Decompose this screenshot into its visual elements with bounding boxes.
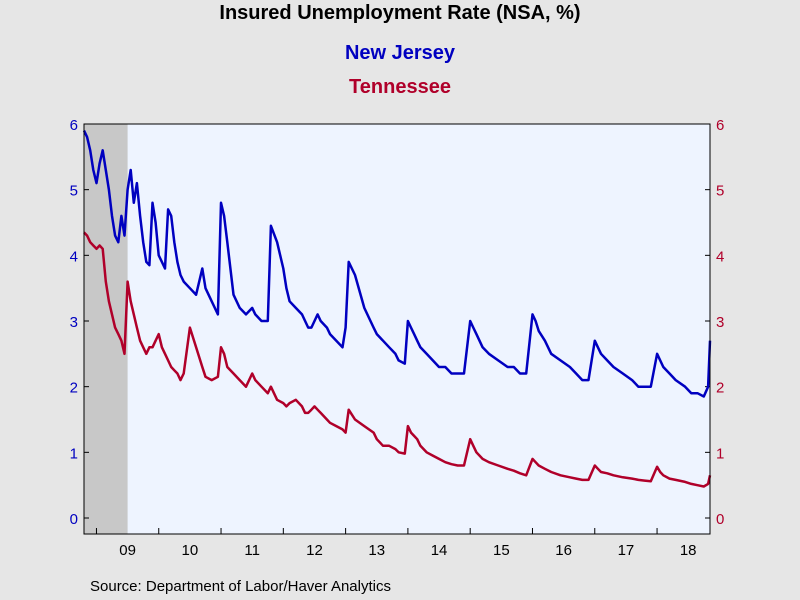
- recession-bar: [84, 124, 128, 534]
- y-tick-label-left: 6: [70, 117, 78, 134]
- y-tick-label-left: 4: [70, 248, 78, 265]
- plot-frame: [83, 123, 711, 535]
- series-line-new-jersey: [82, 130, 712, 398]
- y-tick-label-left: 5: [70, 183, 78, 200]
- x-tick-label: 11: [244, 542, 260, 559]
- recession-shading: [84, 124, 128, 534]
- chart-title: Insured Unemployment Rate (NSA, %): [219, 2, 581, 24]
- x-tick-label: 09: [119, 542, 136, 559]
- y-tick-label-left: 1: [70, 445, 78, 462]
- series-line-tennessee: [83, 231, 712, 488]
- legend-tennessee: Tennessee: [349, 76, 451, 98]
- source-note: Source: Department of Labor/Haver Analyt…: [90, 578, 391, 595]
- plot-background: [83, 123, 711, 535]
- x-tick-label: 10: [182, 542, 199, 559]
- y-tick-label-right: 0: [716, 511, 724, 528]
- y-tick-label-right: 2: [716, 380, 724, 397]
- x-tick-label: 18: [680, 542, 697, 559]
- y-tick-label-right: 5: [716, 183, 724, 200]
- y-tick-label-right: 3: [716, 314, 724, 331]
- x-tick-label: 14: [431, 542, 448, 559]
- x-tick-label: 12: [306, 542, 323, 559]
- y-tick-label-left: 3: [70, 314, 78, 331]
- legend-new-jersey: New Jersey: [344, 42, 456, 64]
- x-tick-label: 15: [493, 542, 510, 559]
- y-tick-label-left: 0: [70, 511, 78, 528]
- x-tick-label: 16: [555, 542, 572, 559]
- y-tick-label-left: 2: [70, 380, 78, 397]
- y-tick-label-right: 1: [716, 445, 724, 462]
- y-tick-label-right: 6: [716, 117, 724, 134]
- series-lines: [82, 130, 712, 488]
- y-tick-label-right: 4: [716, 248, 724, 265]
- x-tick-label: 13: [368, 542, 385, 559]
- x-tick-label: 17: [618, 542, 635, 559]
